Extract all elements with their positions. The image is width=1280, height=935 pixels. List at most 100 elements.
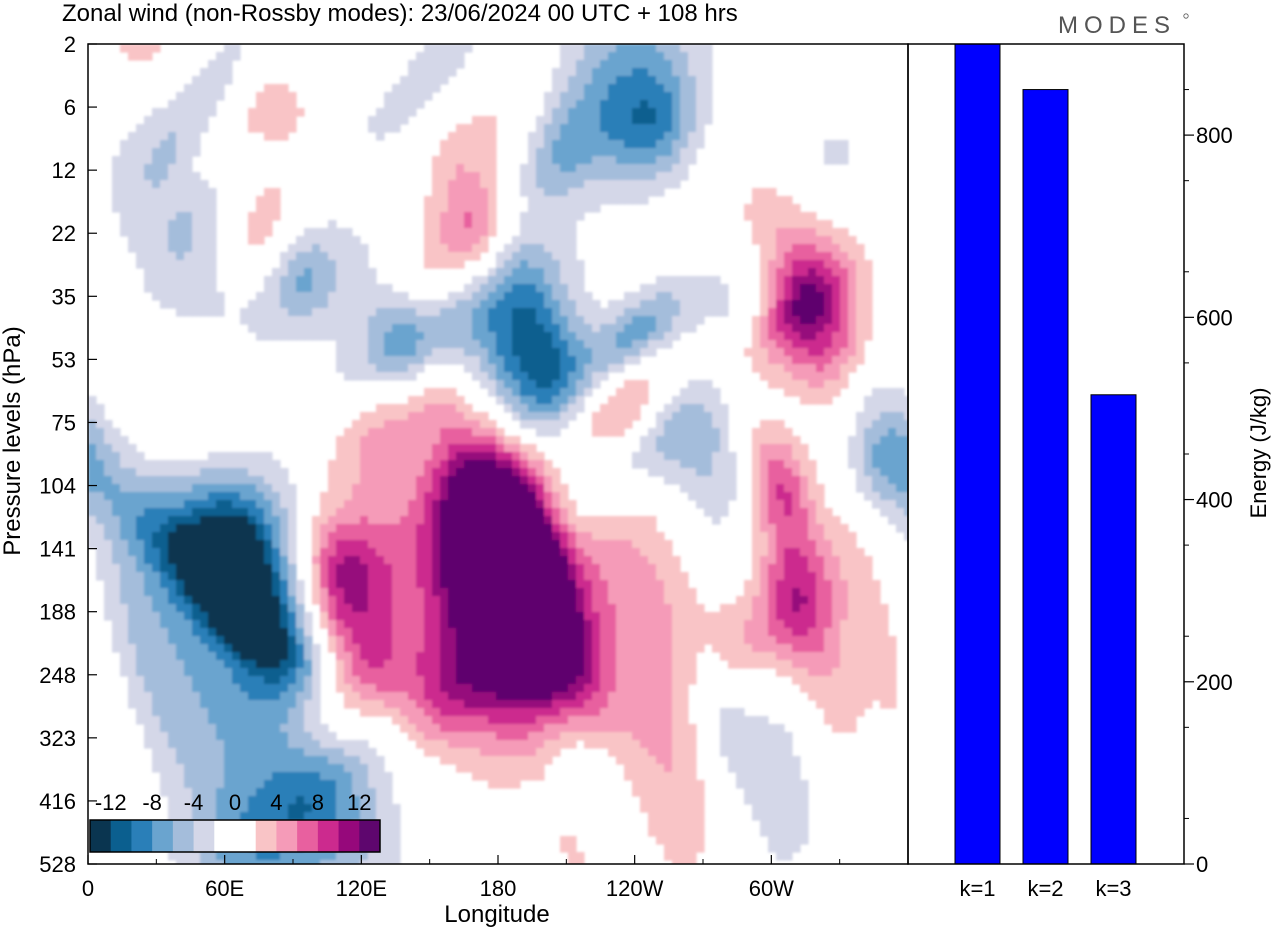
heatmap-cell	[424, 252, 433, 261]
heatmap-cell	[784, 508, 793, 517]
heatmap-cell	[616, 332, 625, 341]
heatmap-cell	[752, 628, 761, 637]
heatmap-cell	[832, 604, 841, 613]
heatmap-cell	[648, 172, 657, 181]
heatmap-cell	[488, 180, 497, 189]
heatmap-cell	[536, 260, 545, 269]
heatmap-cell	[272, 276, 281, 285]
heatmap-cell	[376, 652, 385, 661]
heatmap-cell	[392, 476, 401, 485]
heatmap-cell	[680, 660, 689, 669]
heatmap-cell	[280, 100, 289, 109]
heatmap-cell	[400, 452, 409, 461]
heatmap-cell	[832, 524, 841, 533]
heatmap-cell	[864, 404, 873, 413]
heatmap-cell	[192, 292, 201, 301]
heatmap-cell	[120, 572, 129, 581]
heatmap-cell	[408, 348, 417, 357]
heatmap-cell	[200, 524, 209, 533]
heatmap-cell	[352, 628, 361, 637]
heatmap-cell	[544, 220, 553, 229]
heatmap-cell	[760, 228, 769, 237]
heatmap-cell	[720, 292, 729, 301]
heatmap-cell	[800, 260, 809, 269]
heatmap-cell	[608, 652, 617, 661]
heatmap-cell	[176, 228, 185, 237]
heatmap-cell	[768, 444, 777, 453]
heatmap-cell	[848, 668, 857, 677]
heatmap-cell	[768, 620, 777, 629]
heatmap-cell	[688, 444, 697, 453]
heatmap-cell	[312, 324, 321, 333]
heatmap-cell	[616, 556, 625, 565]
heatmap-cell	[360, 268, 369, 277]
heatmap-cell	[424, 332, 433, 341]
heatmap-cell	[808, 284, 817, 293]
heatmap-cell	[664, 476, 673, 485]
heatmap-cell	[768, 548, 777, 557]
heatmap-cell	[880, 668, 889, 677]
heatmap-cell	[448, 404, 457, 413]
heatmap-cell	[184, 292, 193, 301]
heatmap-cell	[640, 100, 649, 109]
heatmap-cell	[424, 348, 433, 357]
heatmap-cell	[608, 524, 617, 533]
heatmap-cell	[128, 668, 137, 677]
heatmap-cell	[128, 172, 137, 181]
heatmap-cell	[464, 356, 473, 365]
heatmap-cell	[488, 460, 497, 469]
heatmap-cell	[216, 548, 225, 557]
heatmap-cell	[552, 604, 561, 613]
heatmap-cell	[704, 612, 713, 621]
heatmap-cell	[368, 316, 377, 325]
heatmap-cell	[688, 132, 697, 141]
heatmap-cell	[216, 460, 225, 469]
heatmap-cell	[648, 436, 657, 445]
heatmap-cell	[536, 524, 545, 533]
logo-mark-icon	[1183, 13, 1189, 19]
heatmap-cell	[536, 588, 545, 597]
heatmap-cell	[632, 124, 641, 133]
heatmap-cell	[344, 620, 353, 629]
heatmap-cell	[616, 68, 625, 77]
heatmap-cell	[264, 532, 273, 541]
heatmap-cell	[464, 444, 473, 453]
heatmap-cell	[120, 164, 129, 173]
heatmap-cell	[720, 636, 729, 645]
heatmap-cell	[400, 420, 409, 429]
heatmap-cell	[416, 356, 425, 365]
heatmap-cell	[880, 452, 889, 461]
heatmap-cell	[312, 308, 321, 317]
heatmap-cell	[856, 556, 865, 565]
heatmap-cell	[208, 612, 217, 621]
heatmap-cell	[376, 316, 385, 325]
heatmap-cell	[160, 116, 169, 125]
heatmap-cell	[536, 188, 545, 197]
heatmap-cell	[696, 604, 705, 613]
heatmap-cell	[200, 540, 209, 549]
heatmap-cell	[792, 356, 801, 365]
heatmap-cell	[712, 500, 721, 509]
heatmap-cell	[352, 604, 361, 613]
heatmap-cell	[128, 52, 137, 61]
heatmap-cell	[560, 284, 569, 293]
heatmap-cell	[712, 420, 721, 429]
heatmap-cell	[600, 196, 609, 205]
heatmap-cell	[688, 628, 697, 637]
heatmap-cell	[168, 468, 177, 477]
heatmap-cell	[280, 676, 289, 685]
heatmap-cell	[808, 380, 817, 389]
heatmap-cell	[584, 636, 593, 645]
heatmap-cell	[400, 564, 409, 573]
heatmap-cell	[440, 52, 449, 61]
heatmap-cell	[720, 452, 729, 461]
heatmap-cell	[720, 428, 729, 437]
heatmap-cell	[504, 388, 513, 397]
heatmap-cell	[608, 428, 617, 437]
heatmap-cell	[536, 564, 545, 573]
heatmap-cell	[328, 468, 337, 477]
heatmap-cell	[840, 268, 849, 277]
heatmap-cell	[280, 84, 289, 93]
heatmap-cell	[456, 532, 465, 541]
heatmap-cell	[664, 620, 673, 629]
